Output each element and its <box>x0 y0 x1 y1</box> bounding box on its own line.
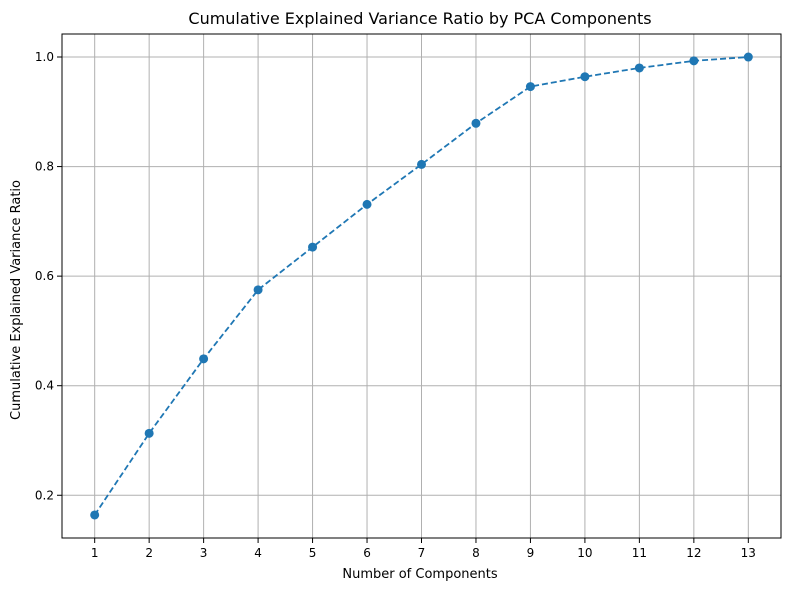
y-tick-label: 0.2 <box>35 488 54 502</box>
x-tick-label: 11 <box>632 546 647 560</box>
x-tick-label: 3 <box>200 546 208 560</box>
x-tick-label: 2 <box>145 546 153 560</box>
x-tick-label: 12 <box>686 546 701 560</box>
x-tick-label: 6 <box>363 546 371 560</box>
x-tick-label: 7 <box>418 546 426 560</box>
data-point <box>362 199 372 209</box>
grid-lines <box>62 34 781 538</box>
data-point <box>471 118 481 128</box>
data-point <box>144 428 154 438</box>
data-point <box>308 242 318 252</box>
x-tick-label: 1 <box>91 546 99 560</box>
data-point <box>689 56 699 66</box>
data-point <box>199 354 209 364</box>
data-point <box>525 82 535 92</box>
chart-title: Cumulative Explained Variance Ratio by P… <box>188 9 651 28</box>
x-tick-label: 10 <box>577 546 592 560</box>
axis-ticks: 1 2 3 4 5 6 7 8 9 10 11 12 130.20.40.60.81.0 <box>35 50 756 560</box>
y-tick-label: 0.6 <box>35 269 54 283</box>
data-point <box>634 63 644 73</box>
y-tick-label: 0.4 <box>35 379 54 393</box>
data-point <box>417 159 426 169</box>
x-tick-label: 9 <box>527 546 535 560</box>
series-cumulative-variance <box>90 52 753 520</box>
x-tick-label: 8 <box>472 546 480 560</box>
x-tick-label: 4 <box>254 546 262 560</box>
x-tick-label: 13 <box>741 546 756 560</box>
x-tick-label: 5 <box>309 546 317 560</box>
y-tick-label: 0.8 <box>35 160 54 174</box>
data-point <box>90 510 100 520</box>
data-point <box>743 52 753 62</box>
y-tick-label: 1.0 <box>35 50 54 64</box>
data-point <box>580 72 590 82</box>
x-axis-label: Number of Components <box>342 567 497 582</box>
data-point <box>253 285 263 295</box>
y-axis-label: Cumulative Explained Variance Ratio <box>9 180 24 420</box>
